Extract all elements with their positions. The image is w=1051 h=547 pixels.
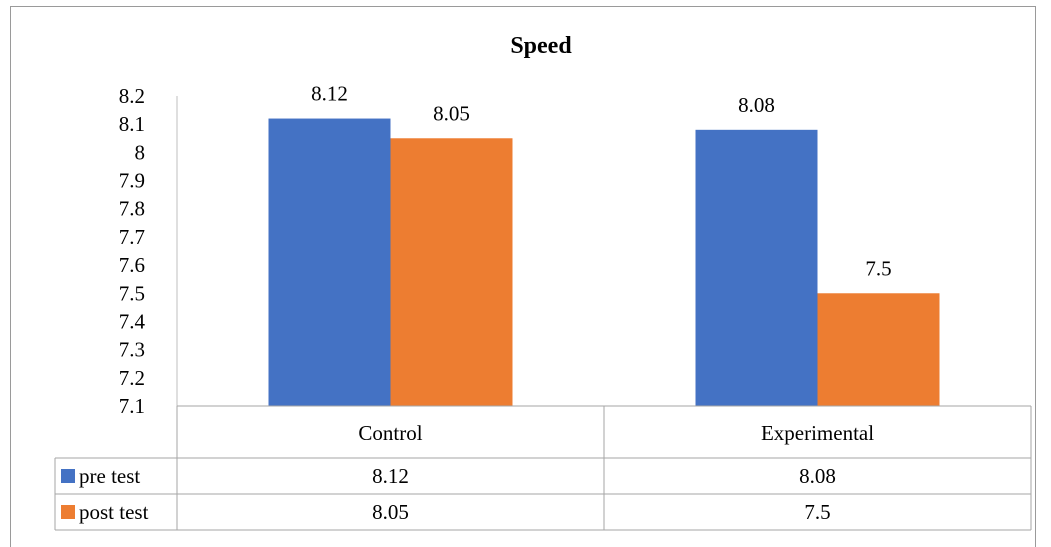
legend-key [61,469,75,483]
chart-title: Speed [510,33,572,59]
series-label: post test [79,500,149,524]
y-tick-label: 7.9 [119,169,145,193]
bar [268,118,391,406]
y-tick-label: 7.1 [119,394,145,418]
category-label: Control [358,421,422,445]
y-tick-label: 7.6 [119,253,145,277]
y-tick-label: 7.7 [119,225,145,249]
table-cell-value: 8.05 [372,500,409,524]
y-tick-label: 7.8 [119,197,145,221]
data-label: 8.05 [433,101,470,125]
category-label: Experimental [761,421,874,445]
plot-area: 8.2 8.1 8 7.9 7.8 7.7 7.6 7.5 7.4 7.3 7.2 7.1 8.12 8.… [54,82,1032,531]
series-label: pre test [79,464,140,488]
table-cell-value: 7.5 [804,500,830,524]
y-tick-label: 7.5 [119,281,145,305]
y-tick-label: 8.2 [119,84,145,108]
y-tick-label: 7.2 [119,366,145,390]
chart-frame [10,6,1036,547]
legend-key [61,505,75,519]
y-tick-label: 7.4 [119,309,146,333]
y-tick-label: 7.3 [119,338,145,362]
data-label: 8.12 [311,82,348,106]
data-label: 7.5 [865,256,891,280]
data-label: 8.08 [738,93,775,117]
table-cell-value: 8.12 [372,464,409,488]
bar [817,293,940,406]
bar [695,129,818,406]
bar [390,138,513,407]
y-tick-label: 8 [135,140,146,164]
y-tick-label: 8.1 [119,112,145,136]
table-cell-value: 8.08 [799,464,836,488]
